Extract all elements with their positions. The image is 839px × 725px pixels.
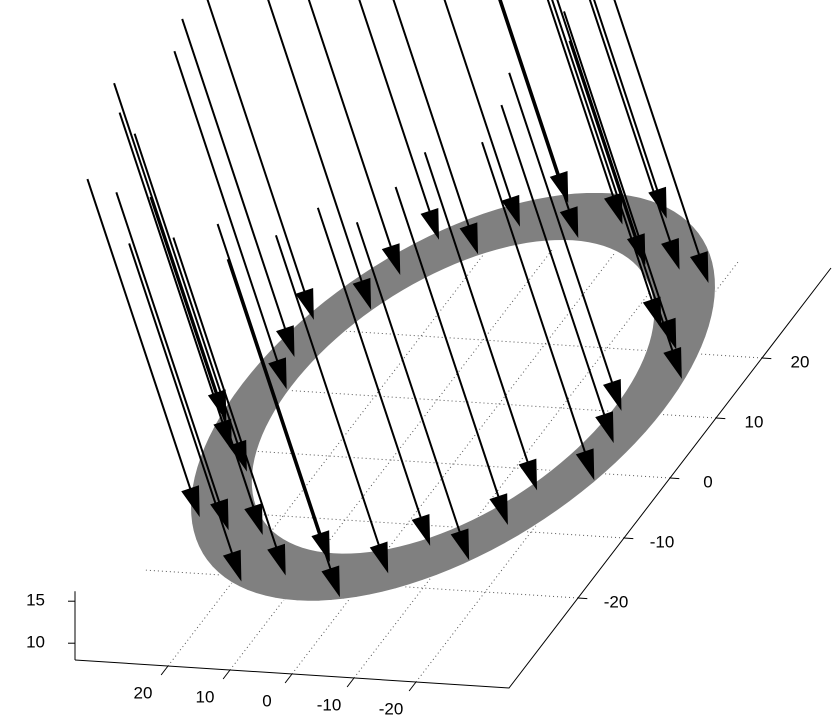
arrow xyxy=(568,40,682,379)
z-tick-label: 15 xyxy=(26,591,45,610)
x-tick xyxy=(160,665,169,676)
grid-line xyxy=(167,245,491,667)
axis-line xyxy=(74,267,832,689)
arrow xyxy=(481,141,595,481)
x-tick xyxy=(284,673,293,684)
arrow xyxy=(118,112,232,451)
arrow xyxy=(316,207,431,546)
arrow xyxy=(113,82,227,422)
arrow xyxy=(613,0,709,283)
grid-line xyxy=(143,569,579,599)
y-tick xyxy=(669,477,680,480)
x-tick-label: 10 xyxy=(196,687,215,706)
arrow xyxy=(128,243,242,582)
arrow xyxy=(443,0,520,227)
x-tick-label: 20 xyxy=(134,683,153,702)
y-tick-label: -20 xyxy=(604,592,629,611)
y-tick-label: 10 xyxy=(745,412,764,431)
arrow xyxy=(499,0,569,203)
arrow xyxy=(267,0,372,310)
arrow xyxy=(115,191,229,531)
x-tick xyxy=(408,681,417,692)
y-tick-label: 20 xyxy=(791,352,810,371)
x-tick-label: 0 xyxy=(262,691,271,710)
arrow xyxy=(86,178,200,518)
grid-line xyxy=(291,253,615,675)
arrow xyxy=(423,152,538,491)
arrow xyxy=(226,258,340,598)
grid-line xyxy=(353,257,677,679)
y-tick xyxy=(623,537,634,540)
arrow xyxy=(206,0,314,320)
y-tick-label: -10 xyxy=(650,532,675,551)
arrow xyxy=(181,18,295,357)
arrow xyxy=(498,0,579,239)
x-tick xyxy=(222,669,231,680)
arrow xyxy=(274,235,389,574)
x-tick-label: -20 xyxy=(379,699,404,718)
arrow xyxy=(355,221,470,561)
x-tick-label: -10 xyxy=(317,695,342,714)
arrow xyxy=(307,0,401,276)
arrow xyxy=(173,50,287,390)
x-tick xyxy=(346,677,355,688)
y-tick xyxy=(715,417,726,420)
grid-line xyxy=(189,509,625,539)
arrow xyxy=(588,0,680,270)
arrow xyxy=(500,104,614,444)
y-tick xyxy=(577,597,588,600)
arrow xyxy=(392,0,479,255)
z-tick-label: 10 xyxy=(26,633,45,652)
arrow xyxy=(216,223,330,563)
arrow xyxy=(508,72,622,411)
arrow xyxy=(394,186,508,526)
y-tick xyxy=(761,357,772,360)
grid-line xyxy=(229,249,553,671)
arrow xyxy=(358,0,440,240)
y-tick-label: 0 xyxy=(703,472,712,491)
